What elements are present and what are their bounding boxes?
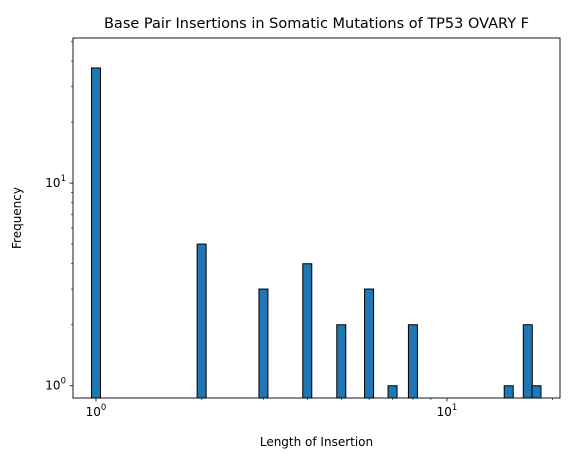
chart-title: Base Pair Insertions in Somatic Mutation…	[104, 16, 529, 32]
y-tick-label: 100	[45, 377, 66, 393]
bar-4	[302, 263, 313, 399]
bar-2	[196, 243, 207, 399]
bar-7	[387, 385, 398, 399]
plot-area-frame	[72, 37, 561, 399]
bar-5	[336, 324, 347, 399]
bar-3	[258, 288, 269, 399]
bar-8	[407, 324, 418, 399]
x-axis-ticks: 100 101	[86, 398, 553, 419]
y-axis-title: Frequency	[10, 187, 24, 249]
bars-group	[90, 67, 542, 399]
x-axis-title: Length of Insertion	[260, 435, 373, 449]
bar-6	[364, 288, 375, 399]
x-tick-label: 101	[437, 403, 458, 419]
y-axis-ticks: 100 101	[45, 41, 73, 393]
bar-17	[522, 324, 533, 399]
bar-15	[503, 385, 514, 399]
bar-1	[90, 67, 101, 399]
bar-18	[531, 385, 542, 399]
y-tick-label: 101	[45, 174, 66, 190]
x-tick-label: 100	[86, 403, 107, 419]
